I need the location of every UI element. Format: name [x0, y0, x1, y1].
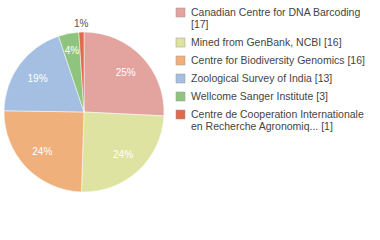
- legend-label: Zoological Survey of India [13]: [191, 72, 332, 84]
- data-labels: 25% 24% 24% 19% 4% 1%: [28, 18, 136, 160]
- pie: [4, 32, 164, 192]
- pie-slice: [81, 112, 163, 192]
- legend-swatch: [176, 8, 185, 17]
- pie-slice: [59, 32, 84, 112]
- data-label: 25%: [116, 67, 136, 78]
- legend-label: Mined from GenBank, NCBI [16]: [191, 36, 342, 48]
- legend-label: Wellcome Sanger Institute [3]: [191, 90, 328, 102]
- pie-slice: [79, 32, 84, 112]
- legend-swatch: [176, 38, 185, 47]
- legend-label: Centre for Biodiversity Genomics [16]: [191, 54, 365, 66]
- data-label: 24%: [32, 146, 52, 157]
- chart: 25% 24% 24% 19% 4% 1% Canadian Centre for DNA …: [0, 0, 380, 240]
- legend-label: Canadian Centre for DNA Barcoding[17]: [191, 6, 360, 30]
- legend-swatch: [176, 110, 185, 119]
- data-label: 24%: [113, 149, 133, 160]
- legend-label: Centre de Cooperation Internationaleen R…: [191, 108, 364, 132]
- pie-slice: [4, 111, 84, 192]
- legend: Canadian Centre for DNA Barcoding[17] Min…: [176, 6, 365, 132]
- data-label: 4%: [65, 45, 80, 56]
- data-label: 19%: [28, 72, 48, 83]
- legend-swatch: [176, 92, 185, 101]
- legend-swatch: [176, 74, 185, 83]
- pie-slice: [84, 32, 164, 116]
- legend-swatch: [176, 56, 185, 65]
- data-label: 1%: [74, 18, 89, 29]
